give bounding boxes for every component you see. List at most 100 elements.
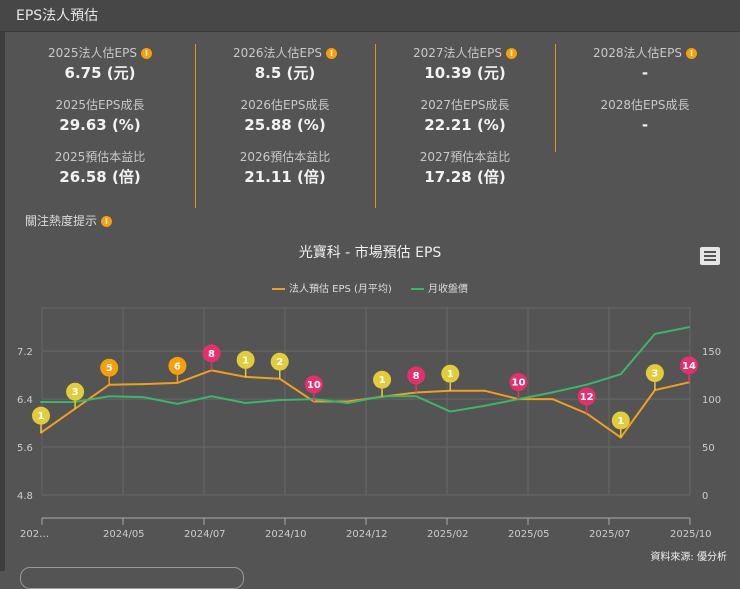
metric-label-text: 2026法人估EPS xyxy=(233,46,322,60)
flag-marker xyxy=(441,364,460,383)
eps-column: 2025法人估EPS i 6.75 (元) 2025估EPS成長 29.63 (%) 20… xyxy=(10,44,190,200)
flag-marker xyxy=(66,382,85,401)
y-right-tick-label: 50 xyxy=(702,443,715,454)
flag-marker xyxy=(611,411,630,430)
column-divider xyxy=(195,44,196,208)
flag-label: 1 xyxy=(379,375,386,386)
flag-marker xyxy=(680,356,698,375)
flag-label: 12 xyxy=(580,392,594,403)
flag-label: 1 xyxy=(447,369,454,380)
flag-marker xyxy=(32,406,50,425)
bottom-button[interactable] xyxy=(20,567,244,589)
metric-label-text: 2025估EPS成長 xyxy=(55,98,145,112)
flag-marker xyxy=(645,364,664,383)
metric-label-text: 2026預估本益比 xyxy=(239,150,331,164)
metric-value: 25.88 (%) xyxy=(244,116,326,134)
column-divider xyxy=(555,44,556,152)
x-tick-label: 2024/05 xyxy=(103,529,145,540)
flag-label: 8 xyxy=(413,371,420,382)
flag-label: 3 xyxy=(651,369,658,380)
metric-label-text: 2027法人估EPS xyxy=(413,46,502,60)
chart-legend: 法人預估 EPS (月平均) 月收盤價 xyxy=(0,280,740,295)
info-icon[interactable]: i xyxy=(140,48,152,59)
flag-label: 6 xyxy=(174,361,181,372)
attention-hint: 關注熱度提示 i xyxy=(25,212,113,229)
metric-label: 2026法人估EPS i xyxy=(195,44,375,62)
flag-label: 8 xyxy=(208,349,215,360)
data-point xyxy=(108,395,111,398)
flag-label: 3 xyxy=(72,387,79,398)
data-point xyxy=(688,326,690,329)
data-point xyxy=(142,396,145,399)
eps-chart: 4.8 5.6 6.4 7.2 0 50 100 150 202… 2024/05 2024/07 2… xyxy=(17,307,721,540)
y-left-tick-label: 7.2 xyxy=(17,347,33,358)
x-tick-label: 2025/05 xyxy=(508,529,550,540)
x-tick-label: 2025/02 xyxy=(427,529,469,540)
x-tick-label: 2024/12 xyxy=(346,529,388,540)
flag-label: 5 xyxy=(106,363,113,374)
metric-label-text: 2025預估本益比 xyxy=(54,150,146,164)
legend-label: 月收盤價 xyxy=(428,284,469,295)
y-right-tick-label: 100 xyxy=(702,395,721,406)
x-tick-label: 202… xyxy=(20,529,49,540)
metric-value: 21.11 (倍) xyxy=(244,168,326,186)
metric-label-text: 2027估EPS成長 xyxy=(420,98,510,112)
data-point xyxy=(619,373,622,376)
legend-swatch xyxy=(271,288,285,290)
x-tick-label: 2024/07 xyxy=(184,529,226,540)
data-point xyxy=(176,402,179,405)
metric-value: 22.21 (%) xyxy=(424,116,506,134)
metric-value: 26.58 (倍) xyxy=(59,168,141,186)
legend-swatch xyxy=(411,288,425,290)
flag-marker xyxy=(270,352,289,371)
column-divider xyxy=(375,44,376,208)
metric-value: 10.39 (元) xyxy=(424,64,506,82)
flag-label: 2 xyxy=(276,357,283,368)
metric-label-text: 2027預估本益比 xyxy=(419,150,511,164)
data-point xyxy=(483,404,486,407)
metric-value: 17.28 (倍) xyxy=(424,168,506,186)
data-point xyxy=(210,395,213,398)
data-point xyxy=(40,400,42,403)
data-point xyxy=(142,383,145,386)
metric-label: 2026預估本益比 xyxy=(195,148,375,166)
data-point xyxy=(551,398,554,401)
metric-label-text: 2028法人估EPS xyxy=(593,46,682,60)
data-point xyxy=(551,391,554,394)
data-point xyxy=(244,401,247,404)
data-point xyxy=(483,389,486,392)
info-icon[interactable]: i xyxy=(101,216,113,227)
flag-marker xyxy=(407,366,426,385)
metric-label: 2028估EPS成長 xyxy=(555,96,735,114)
flag-marker xyxy=(304,375,323,394)
flag-marker xyxy=(100,358,119,377)
info-icon[interactable]: i xyxy=(325,48,337,59)
info-icon[interactable]: i xyxy=(685,48,697,59)
x-tick-label: 2024/10 xyxy=(265,529,307,540)
data-point xyxy=(585,383,588,386)
metric-label: 2025估EPS成長 xyxy=(10,96,190,114)
chart-title: 光寶科 - 市場預估 EPS xyxy=(298,245,442,261)
metric-label: 2025法人估EPS i xyxy=(10,44,190,62)
y-left-tick-label: 6.4 xyxy=(17,395,33,406)
flag-label: 1 xyxy=(38,411,45,422)
left-edge xyxy=(0,0,5,571)
info-icon[interactable]: i xyxy=(505,48,517,59)
eps-column: 2028法人估EPS i - 2028估EPS成長 - xyxy=(555,44,735,148)
flag-marker xyxy=(509,373,528,392)
metric-label-text: 2025法人估EPS xyxy=(48,46,137,60)
data-point xyxy=(449,410,452,413)
section-title: EPS法人預估 xyxy=(16,8,99,24)
legend-item-price[interactable]: 月收盤價 xyxy=(411,280,468,295)
flag-label: 10 xyxy=(512,378,526,389)
x-tick-label: 2025/07 xyxy=(589,529,631,540)
metric-value: 8.5 (元) xyxy=(254,64,316,82)
flag-marker xyxy=(202,344,221,363)
legend-item-eps[interactable]: 法人預估 EPS (月平均) xyxy=(271,280,392,295)
flag-marker xyxy=(236,350,255,369)
hamburger-menu-icon[interactable] xyxy=(700,247,720,265)
metric-label-text: 2028估EPS成長 xyxy=(600,98,690,112)
metric-label: 2027預估本益比 xyxy=(375,148,555,166)
flag-marker xyxy=(577,387,596,406)
data-source: 資料來源: 優分析 xyxy=(650,552,727,563)
